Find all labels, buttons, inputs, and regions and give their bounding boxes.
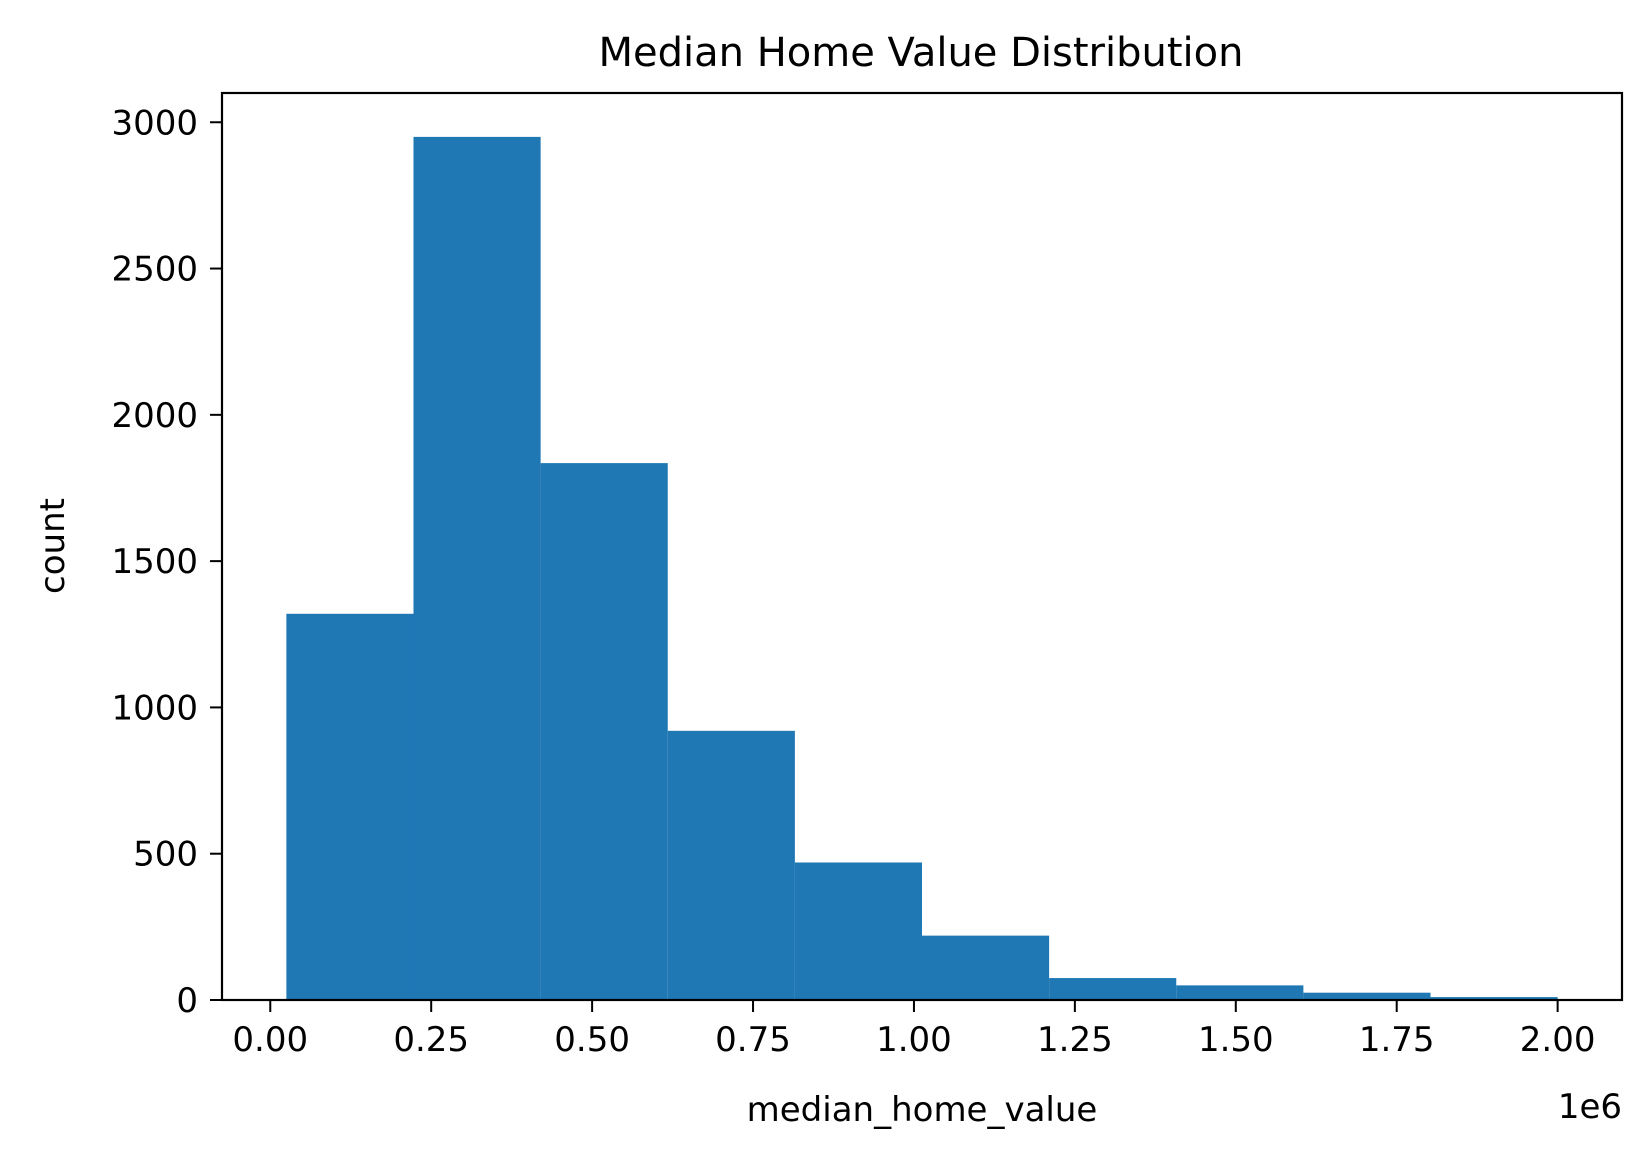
histogram-bar (922, 935, 1050, 1000)
histogram-bar (286, 613, 414, 1000)
y-tick-label: 2000 (111, 396, 198, 436)
x-tick-label: 1.50 (1198, 1020, 1274, 1060)
x-tick-label: 2.00 (1520, 1020, 1596, 1060)
x-tick-label: 0.50 (554, 1020, 630, 1060)
histogram-bar (1049, 978, 1177, 1000)
y-tick-label: 500 (133, 835, 198, 875)
x-tick-label: 0.25 (393, 1020, 469, 1060)
x-tick-label: 1.75 (1359, 1020, 1435, 1060)
y-tick-label: 1500 (111, 542, 198, 582)
chart-title: Median Home Value Distribution (599, 30, 1244, 76)
plot-frame (220, 91, 1624, 1002)
x-tick-label: 0.75 (715, 1020, 791, 1060)
x-axis-label: median_home_value (747, 1090, 1098, 1130)
histogram-bar (1176, 985, 1304, 1000)
histogram-bar (1430, 997, 1558, 1000)
x-axis-ticks: 0.00 0.25 0.50 0.75 1.00 1.25 1.50 1.75 2.00 (232, 1000, 1595, 1060)
x-tick-label: 0.00 (232, 1020, 308, 1060)
histogram-bar (794, 862, 922, 1000)
x-tick-label: 1.25 (1037, 1020, 1113, 1060)
y-axis-label: count (33, 498, 73, 594)
histogram-bars (286, 136, 1558, 1000)
x-axis-offset-label: 1e6 (1558, 1087, 1622, 1127)
histogram-bar (540, 463, 668, 1000)
y-axis-ticks: 0 500 1000 1500 2000 2500 3000 (111, 103, 222, 1021)
histogram-bar (667, 730, 795, 1000)
y-tick-label: 1000 (111, 688, 198, 728)
y-tick-label: 2500 (111, 250, 198, 290)
histogram-bar (413, 136, 541, 1000)
y-tick-label: 0 (176, 981, 198, 1021)
x-tick-label: 1.00 (876, 1020, 952, 1060)
y-tick-label: 3000 (111, 103, 198, 143)
histogram-bar (1303, 992, 1431, 1000)
